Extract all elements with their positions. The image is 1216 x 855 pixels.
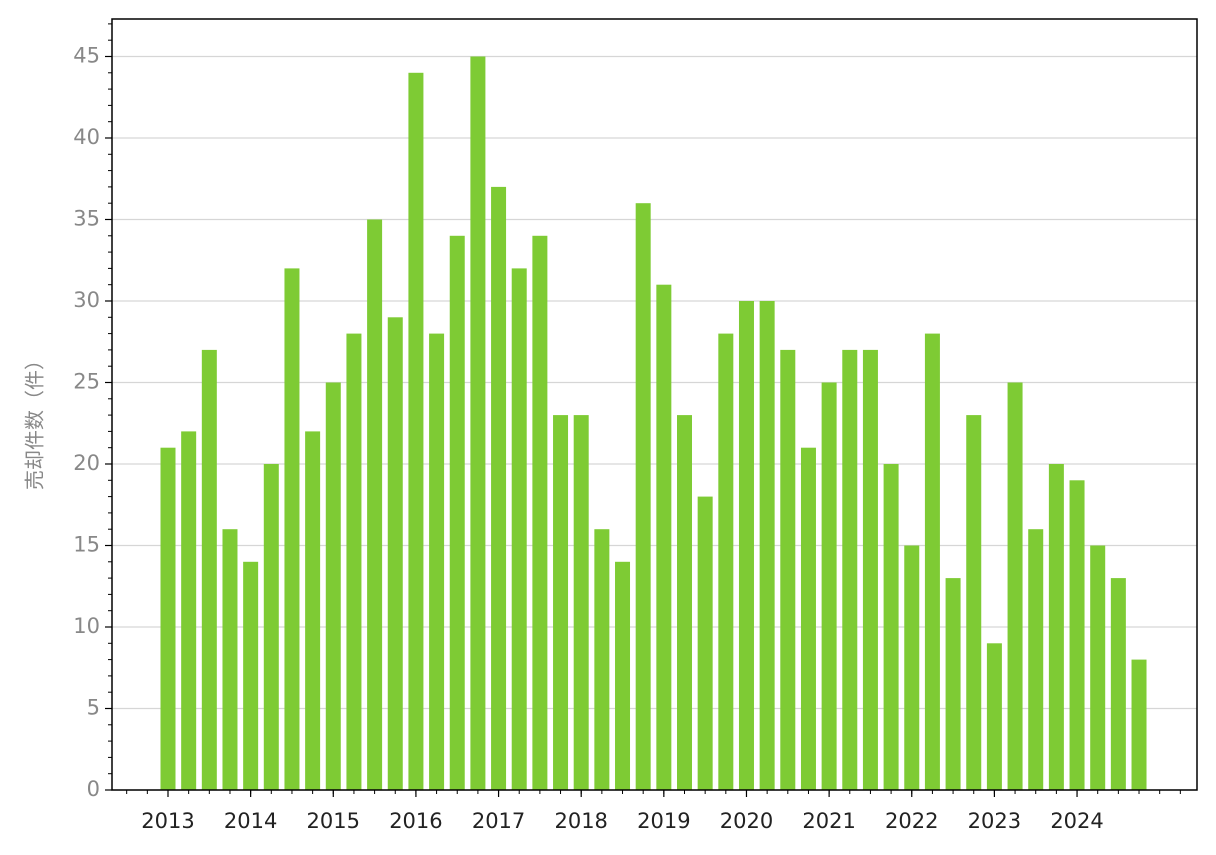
x-tick-label: 2024 — [1050, 809, 1103, 833]
bar — [800, 447, 816, 790]
bar — [222, 529, 238, 790]
bar — [1110, 578, 1126, 790]
bar — [966, 415, 982, 790]
bar — [635, 203, 651, 790]
bar — [449, 235, 465, 790]
bar — [553, 415, 569, 790]
bar — [387, 317, 403, 790]
bar — [945, 578, 961, 790]
bar — [718, 333, 734, 790]
bar — [1069, 480, 1085, 790]
y-tick-label: 10 — [73, 614, 100, 638]
x-tick-label: 2017 — [472, 809, 525, 833]
bar — [904, 545, 920, 790]
x-tick-label: 2013 — [141, 809, 194, 833]
bar — [924, 333, 940, 790]
y-axis-label: 売却件数（件） — [23, 350, 47, 490]
bar — [429, 333, 445, 790]
y-tick-label: 35 — [73, 206, 100, 230]
bar — [1090, 545, 1106, 790]
y-tick-label: 0 — [87, 777, 100, 801]
x-tick-label: 2018 — [554, 809, 607, 833]
x-tick-label: 2021 — [802, 809, 855, 833]
bar — [697, 496, 713, 790]
plot-frame — [111, 18, 1198, 791]
y-tick-label: 40 — [73, 125, 100, 149]
bar — [1131, 659, 1147, 790]
bar — [160, 447, 176, 790]
bar — [408, 72, 424, 790]
bar — [1028, 529, 1044, 790]
x-tick-label: 2020 — [720, 809, 773, 833]
bar — [367, 219, 383, 790]
y-tick-label: 25 — [73, 369, 100, 393]
y-tick-label: 5 — [87, 695, 100, 719]
bar — [1048, 463, 1064, 790]
x-tick-label: 2016 — [389, 809, 442, 833]
bar — [738, 300, 754, 790]
bar — [201, 349, 217, 790]
bar — [862, 349, 878, 790]
bar — [284, 268, 300, 790]
bar — [511, 268, 527, 790]
bar — [883, 463, 899, 790]
y-tick-label: 45 — [73, 43, 100, 67]
bar — [677, 415, 692, 790]
x-tick-label: 2023 — [968, 809, 1021, 833]
bar — [759, 300, 775, 790]
bar — [573, 415, 589, 790]
bar — [491, 186, 507, 790]
bar — [821, 382, 837, 790]
bar — [325, 382, 341, 790]
bar — [615, 561, 631, 790]
bar — [181, 431, 197, 790]
bar — [470, 56, 486, 791]
bar — [780, 349, 796, 790]
x-tick-label: 2022 — [885, 809, 938, 833]
y-tick-label: 15 — [73, 532, 100, 556]
x-tick-label: 2019 — [637, 809, 690, 833]
x-tick-label: 2015 — [307, 809, 360, 833]
bar — [263, 463, 279, 790]
y-tick-label: 20 — [73, 451, 100, 475]
y-tick-label: 30 — [73, 288, 100, 312]
bar — [532, 235, 548, 790]
bar — [346, 333, 362, 790]
x-tick-label: 2014 — [224, 809, 277, 833]
bar — [305, 431, 321, 790]
bar — [656, 284, 672, 790]
bar — [1007, 382, 1023, 790]
bar — [243, 561, 259, 790]
bar — [842, 349, 858, 790]
bar — [986, 643, 1002, 790]
bar — [594, 529, 610, 790]
